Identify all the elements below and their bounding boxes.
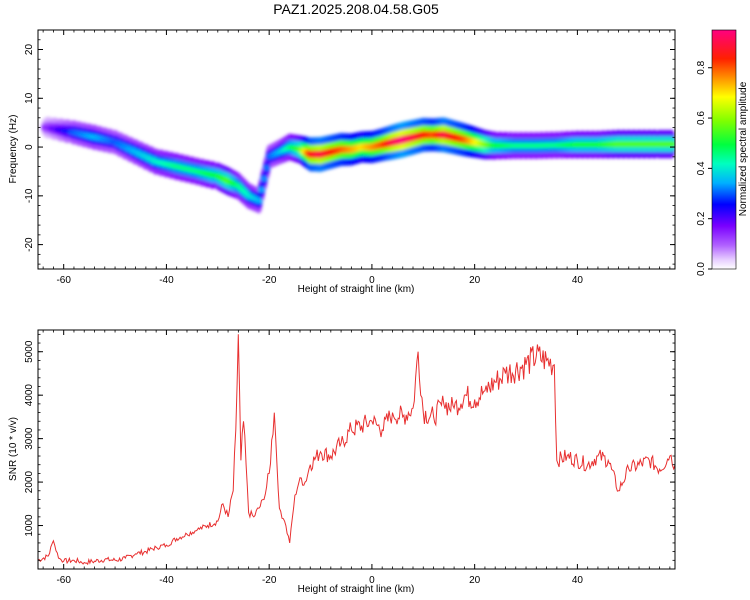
spectrogram-y-axis: -20 -10 0 10 20 [24,29,675,265]
snr-y-tick-label: 1000 [24,514,35,537]
spectrogram-x-tick-label: 0 [369,275,375,286]
spectrogram-x-label: Height of straight line (km) [298,284,415,295]
colorbar-tick-label: 0.0 [696,262,707,276]
spectrogram-y-tick-label: -10 [24,188,35,203]
snr-y-tick-label: 3000 [24,427,35,450]
colorbar-gradient [711,29,737,270]
spectrogram-y-tick-label: 20 [24,44,35,56]
spectrogram-cell [262,165,271,171]
spectrogram-cell [255,197,263,204]
snr-panel: -60 -40 -20 0 20 40 1000 2000 3000 4000 5000 Heig… [8,329,676,595]
spectrogram-cell [260,176,268,182]
spectrogram-y-tick-label: 0 [24,144,35,150]
spectrogram-y-label: Frequency (Hz) [8,115,19,184]
snr-y-tick-label: 2000 [24,471,35,494]
snr-x-tick-label: 0 [369,575,375,586]
snr-x-tick-label: 40 [572,575,584,586]
snr-y-tick-label: 4000 [24,384,35,407]
colorbar-tick-label: 0.8 [696,60,707,74]
chart-title: PAZ1.2025.208.04.58.G05 [273,1,439,17]
snr-y-label: SNR (10 * v/v) [8,417,19,481]
snr-y-axis: 1000 2000 3000 4000 5000 [24,333,675,570]
snr-x-tick-label: -40 [159,575,174,586]
spectrogram-y-tick-label: 10 [24,92,35,104]
snr-x-label: Height of straight line (km) [298,584,415,595]
spectrogram-panel: -60 -40 -20 0 20 40 -20 -10 0 10 20 Height of str… [8,29,676,295]
spectrogram-x-tick-label: 40 [572,275,584,286]
spectrogram-x-axis: -60 -40 -20 0 20 40 [42,30,671,286]
spectrogram-cell [666,140,675,148]
spectrogram-x-tick-label: 20 [469,275,481,286]
snr-x-tick-label: -60 [56,575,71,586]
snr-frame [37,329,676,570]
snr-series-line [38,334,675,566]
snr-background [38,330,675,569]
snr-x-tick-label: -20 [262,575,277,586]
spectrogram-y-tick-label: -20 [24,237,35,252]
snr-y-tick-label: 5000 [24,340,35,363]
colorbar-tick-label: 0.2 [696,211,707,225]
colorbar: 0.0 0.2 0.4 0.6 0.8 Normalized spectral ampl… [696,29,749,276]
colorbar-tick-label: 0.4 [696,161,707,175]
spectrogram-x-tick-label: -20 [262,275,277,286]
snr-x-tick-label: 20 [469,575,481,586]
colorbar-tick-label: 0.6 [696,111,707,125]
spectrogram-frame [37,29,676,270]
colorbar-axis: 0.0 0.2 0.4 0.6 0.8 [696,60,712,276]
spectrogram-cell [257,186,266,193]
spectrogram-x-tick-label: -40 [159,275,174,286]
spectrogram-x-tick-label: -60 [56,275,71,286]
colorbar-label: Normalized spectral amplitude [738,81,749,216]
snr-x-axis: -60 -40 -20 0 20 40 [42,330,671,586]
spectrogram-ridge [40,116,675,214]
